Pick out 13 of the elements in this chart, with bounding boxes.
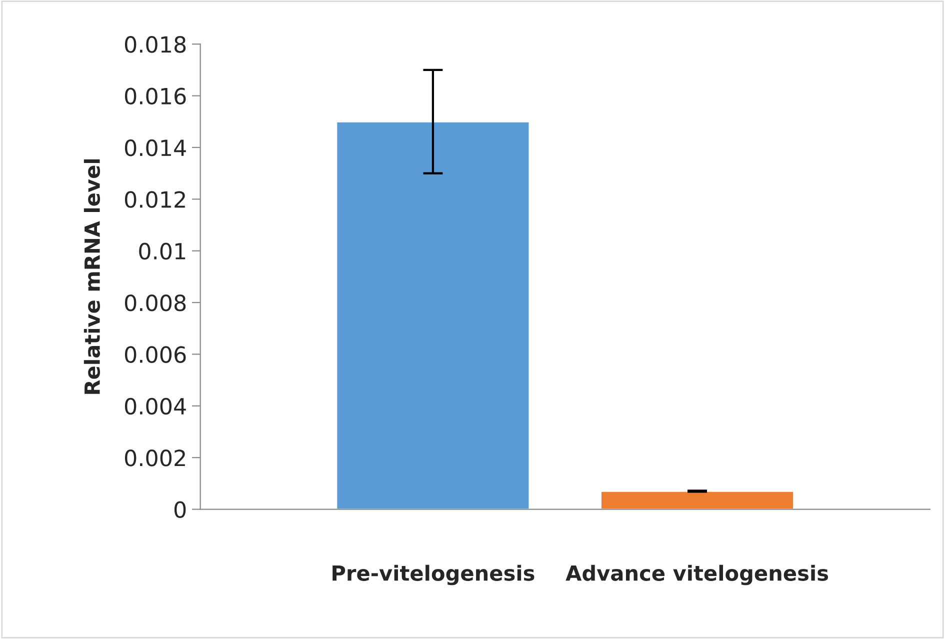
x-tick-label: Pre-vitelogenesis (332, 564, 534, 586)
y-axis-title: Relative mRNA level (84, 159, 100, 394)
y-tick-label: 0.002 (124, 450, 185, 466)
y-tick-label: 0.006 (124, 346, 186, 363)
y-tick-label: 0.012 (124, 191, 185, 208)
y-tick-label: 0.014 (124, 139, 186, 156)
y-tick-label: 0.018 (124, 36, 186, 53)
x-tick-label: Advance vitelogenesis (566, 564, 828, 586)
y-tick-label: 0.016 (124, 88, 186, 105)
y-tick-label: 0 (174, 501, 186, 518)
y-tick-label: 0.008 (124, 294, 186, 312)
y-tick-label: 0.01 (139, 242, 186, 260)
y-tick-label: 0.004 (124, 398, 186, 415)
